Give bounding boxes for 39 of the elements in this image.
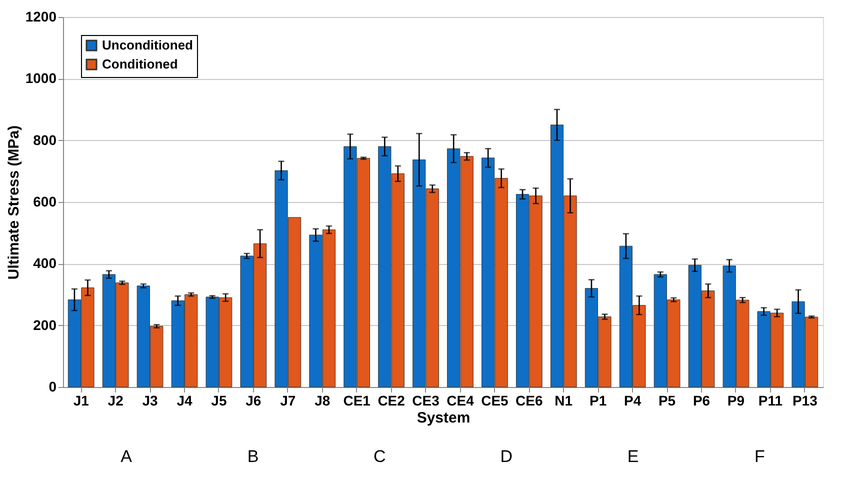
x-tick-label: J3 [142,392,158,408]
x-axis-title: System [416,410,470,426]
text: A [120,447,133,466]
y-tick-label: 400 [33,255,57,272]
x-tick-label: J2 [108,392,124,408]
x-tick-label: N1 [554,392,573,408]
y-tick-label: 1000 [25,70,57,86]
x-tick-label: CE1 [343,392,371,408]
text: B [247,447,259,466]
y-tick-label: 200 [33,316,57,333]
x-tick-label: J4 [176,392,192,408]
text: D [500,447,512,466]
x-tick-label: J7 [280,392,296,408]
x-tick-label: CE4 [446,392,474,408]
y-axis-title: Ultimate Stress (MPa) [5,125,22,280]
text: E [627,447,639,466]
text: C [374,447,386,466]
x-tick-label: P13 [792,392,818,408]
x-tick-label: P1 [590,392,607,408]
x-tick-label: CE5 [481,392,509,408]
x-tick-label: P5 [658,392,676,408]
text: F [754,447,765,466]
x-tick-label: CE3 [412,392,440,408]
legend-label: Unconditioned [102,38,194,52]
y-tick-label: 600 [33,194,57,210]
legend-label: Conditioned [102,56,178,72]
y-tick-label: 800 [33,132,57,148]
x-tick-label: CE6 [516,392,543,408]
x-tick-label: J6 [246,392,262,408]
x-tick-label: P9 [727,392,745,408]
x-tick-label: J1 [73,392,90,408]
y-tick-label: 0 [48,378,57,394]
x-tick-label: P6 [692,392,710,408]
y-tick-label: 1200 [25,8,57,24]
x-tick-label: J8 [314,392,330,408]
x-tick-label: CE2 [378,392,406,408]
x-tick-label: J5 [211,392,227,408]
x-tick-label: P4 [624,392,642,408]
x-tick-label: P11 [758,392,783,408]
